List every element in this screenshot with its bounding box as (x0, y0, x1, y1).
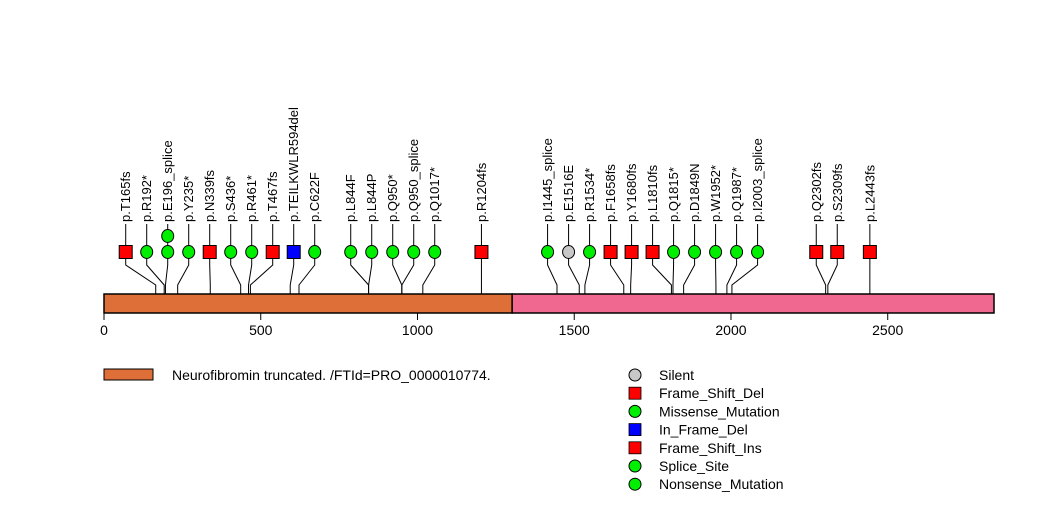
mutation-marker-circle (583, 245, 597, 259)
mutation-label: p.C622F (307, 172, 322, 222)
mutation-marker-circle (688, 245, 702, 259)
legend-square-icon (628, 386, 642, 400)
mutation-marker-circle (140, 245, 154, 259)
mutation-label: p.R1204fs (474, 162, 489, 222)
mutation-label: p.D1849N (687, 163, 702, 222)
mutation-label: p.Q2302fs (809, 162, 824, 222)
mutation-marker-circle (245, 245, 259, 259)
legend-type-label: Frame_Shift_Del (659, 385, 764, 401)
mutation-label: p.S436* (223, 176, 238, 222)
mutation-marker-square (624, 245, 639, 259)
mutation-label: p.E196_splice (160, 140, 175, 222)
mutation-marker-circle (562, 245, 576, 259)
legend-type-label: Missense_Mutation (659, 403, 780, 419)
mutation-marker-circle (730, 245, 744, 259)
mutation-label: p.T467fs (265, 171, 280, 222)
mutation-label: p.Q1815* (666, 167, 681, 222)
mutation-labels: p.T165fs p.R192* p.E196_splice p.Y235* p.N33… (118, 107, 877, 222)
legend-type-label: Frame_Shift_Ins (659, 440, 762, 456)
mutation-label: p.F1658fs (603, 164, 618, 222)
mutation-label: p.TEILKWLR594del (286, 107, 301, 222)
mutation-label: p.Q950_splice (406, 139, 421, 222)
x-tick-label: 1500 (559, 322, 590, 338)
mutation-marker-circle (667, 245, 681, 259)
mutation-label: p.I2003_splice (750, 138, 765, 222)
legend: Neurofibromin truncated. /FTId=PRO_00000… (103, 367, 784, 492)
mutation-marker-circle (308, 245, 322, 259)
legend-circle-icon (628, 459, 642, 473)
x-tick-label: 1000 (402, 322, 433, 338)
mutation-marker-square (118, 245, 133, 259)
legend-square-icon (628, 441, 642, 455)
mutation-label: p.Q950* (385, 174, 400, 222)
mutation-marker-circle (365, 245, 379, 259)
protein-bar (103, 293, 995, 314)
mutation-marker-circle (344, 245, 358, 259)
mutation-label: p.N339fs (202, 169, 217, 222)
mutation-label: p.S2309fs (830, 163, 845, 222)
mutation-label: p.T165fs (118, 171, 133, 222)
legend-circle-icon (628, 368, 642, 382)
mutation-label: p.W1952* (708, 165, 723, 222)
legend-domain-swatch (103, 368, 154, 381)
mutation-marker-circle (182, 245, 196, 259)
mutation-label: p.L844P (364, 174, 379, 222)
legend-circle-icon (628, 477, 642, 491)
mutation-marker-square (474, 245, 489, 259)
legend-circle-icon (628, 404, 642, 418)
mutation-label: p.Q1987* (729, 167, 744, 222)
mutation-label: p.L2443fs (862, 164, 877, 222)
x-tick-label: 500 (249, 322, 273, 338)
mutation-label: p.L1810fs (645, 164, 660, 222)
mutation-marker-square (809, 245, 824, 259)
legend-type-label: Splice_Site (659, 458, 729, 474)
mutation-marker-square (265, 245, 280, 259)
mutation-markers (118, 229, 877, 259)
x-tick-label: 2500 (872, 322, 903, 338)
legend-type-label: Silent (659, 367, 694, 383)
x-tick-label: 0 (100, 322, 108, 338)
mutation-marker-square (603, 245, 618, 259)
mutation-marker-circle (386, 245, 400, 259)
mutation-marker-circle (407, 245, 421, 259)
legend-square-icon (628, 423, 642, 437)
mutation-marker-square (645, 245, 660, 259)
domain-segment (511, 293, 995, 314)
mutation-marker-circle (751, 245, 765, 259)
mutation-marker-circle (709, 245, 723, 259)
mutation-label: p.Y1680fs (624, 163, 639, 222)
mutation-label: p.R461* (244, 175, 259, 222)
mutation-label: p.E1516E (561, 165, 576, 222)
mutation-label: p.R1534* (582, 168, 597, 222)
mutation-label: p.Q1017* (427, 167, 442, 222)
mutation-label: p.L844F (343, 174, 358, 222)
legend-domain-label: Neurofibromin truncated. /FTId=PRO_00000… (172, 367, 491, 383)
mutation-marker-circle (541, 245, 555, 259)
x-tick-label: 2000 (715, 322, 746, 338)
domain-segment (103, 293, 513, 314)
x-axis: 0 500 1000 1500 2000 2500 (100, 313, 904, 338)
legend-type-label: In_Frame_Del (659, 422, 748, 438)
mutation-label: p.R192* (139, 175, 154, 222)
mutation-marker-square (830, 245, 845, 259)
mutation-marker-square (286, 245, 301, 259)
mutation-marker-square (862, 245, 877, 259)
legend-type-label: Nonsense_Mutation (659, 476, 784, 492)
mutation-marker-circle (428, 245, 442, 259)
mutation-marker-circle (224, 245, 238, 259)
mutation-label: p.Y235* (181, 176, 196, 222)
mutation-marker-circle (161, 229, 175, 243)
mutation-marker-square (202, 245, 217, 259)
mutation-label: p.I1445_splice (540, 138, 555, 222)
mutation-marker-circle (161, 245, 175, 259)
